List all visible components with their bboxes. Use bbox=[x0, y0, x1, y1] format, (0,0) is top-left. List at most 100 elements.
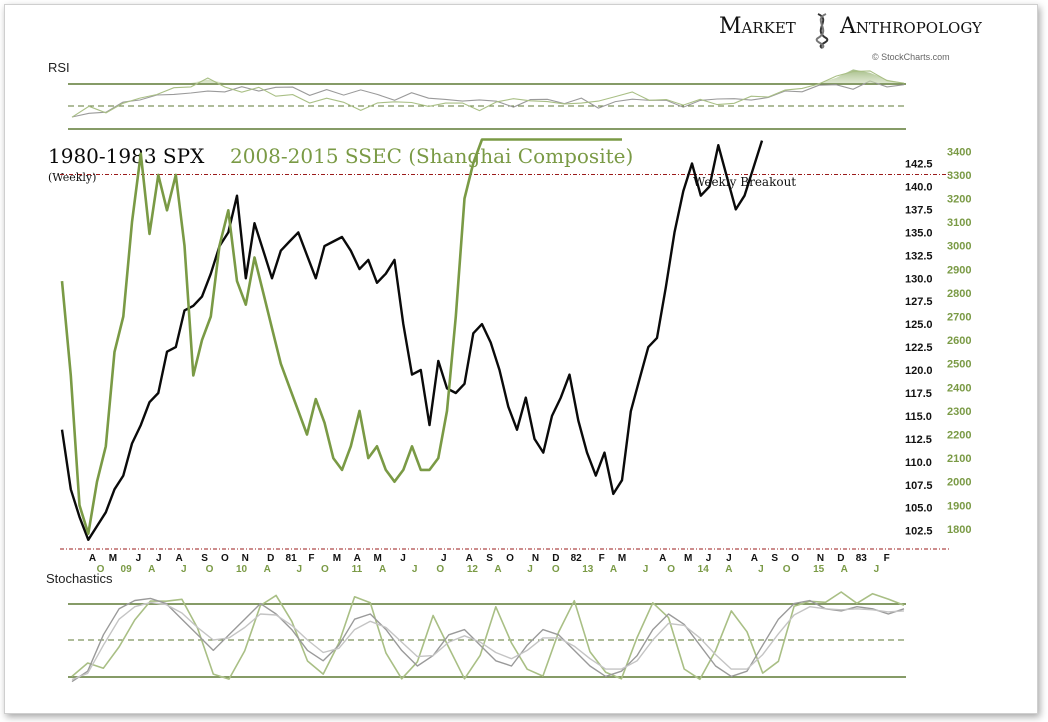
x-tick-label-spx: J bbox=[156, 553, 162, 564]
spx-tick-label: 120.0 bbox=[905, 365, 933, 377]
stochastics-label: Stochastics bbox=[46, 571, 113, 586]
x-tick-label-ssec: A bbox=[610, 564, 617, 575]
x-tick-label-spx: J bbox=[400, 553, 406, 564]
rsi-overbought-fill bbox=[72, 69, 904, 83]
ssec-tick-label: 3200 bbox=[947, 194, 971, 206]
x-tick-label-ssec: 12 bbox=[467, 564, 479, 575]
x-tick-label-spx: M bbox=[684, 553, 692, 564]
x-tick-label-ssec: 11 bbox=[352, 564, 363, 575]
x-tick-label-spx: F bbox=[308, 553, 314, 564]
x-tick-label-ssec: J bbox=[181, 564, 187, 575]
x-tick-label-ssec: O bbox=[321, 564, 329, 575]
spx-tick-label: 112.5 bbox=[905, 434, 932, 446]
spx-tick-label: 110.0 bbox=[905, 457, 932, 469]
x-tick-label-spx: 83 bbox=[856, 553, 868, 564]
stockcharts-credit: © StockCharts.com bbox=[872, 52, 950, 62]
x-tick-label-spx: O bbox=[506, 553, 514, 564]
spx-tick-label: 140.0 bbox=[905, 181, 933, 193]
x-tick-label-ssec: A bbox=[264, 564, 271, 575]
spx-tick-label: 105.0 bbox=[905, 503, 933, 515]
brand-logo: Market Anthropology © StockCharts.com bbox=[719, 13, 983, 62]
x-tick-label-ssec: 10 bbox=[236, 564, 248, 575]
brand-word-market: Market bbox=[719, 14, 796, 39]
ssec-tick-label: 1900 bbox=[947, 500, 971, 512]
x-tick-label-ssec: O bbox=[206, 564, 214, 575]
ssec-series-line bbox=[60, 138, 622, 536]
rsi-spx-line bbox=[71, 80, 905, 118]
x-tick-label-spx: J bbox=[441, 553, 447, 564]
chart-titles: 1980-1983 SPX 2008-2015 SSEC (Shanghai C… bbox=[48, 144, 633, 184]
ssec-tick-label: 2200 bbox=[947, 430, 971, 442]
x-tick-label-spx: A bbox=[466, 553, 473, 564]
x-tick-label-ssec: O bbox=[552, 564, 560, 575]
x-tick-label-spx: O bbox=[791, 553, 799, 564]
x-tick-label-ssec: A bbox=[379, 564, 386, 575]
stoch-spx-d-line bbox=[71, 601, 905, 681]
x-tick-label-spx: A bbox=[659, 553, 666, 564]
ssec-tick-label: 2800 bbox=[947, 288, 971, 300]
ssec-tick-label: 2000 bbox=[947, 477, 971, 489]
ssec-tick-label: 1800 bbox=[947, 524, 971, 536]
annotation-weekly-breakout: Weekly Breakout bbox=[693, 175, 796, 189]
x-axis-spx-months: A M J J A S O N D 81 F M A M J J A S O N D 82 F M A M J J A S O N D 83 F bbox=[89, 553, 890, 564]
x-tick-label-spx: A bbox=[354, 553, 361, 564]
spx-tick-label: 122.5 bbox=[905, 342, 933, 354]
ssec-tick-label: 3000 bbox=[947, 241, 971, 253]
x-tick-label-ssec: J bbox=[296, 564, 302, 575]
subtitle-weekly: (Weekly) bbox=[48, 171, 96, 184]
x-tick-label-spx: N bbox=[817, 553, 824, 564]
x-tick-label-spx: A bbox=[751, 553, 758, 564]
x-tick-label-spx: N bbox=[242, 553, 249, 564]
ssec-tick-label: 2500 bbox=[947, 359, 971, 371]
x-tick-label-spx: D bbox=[552, 553, 559, 564]
x-tick-label-spx: S bbox=[201, 553, 208, 564]
ssec-tick-label: 2600 bbox=[947, 335, 971, 347]
x-tick-label-spx: A bbox=[89, 553, 96, 564]
ssec-y-axis: 3400 3300 3200 3100 3000 2900 2800 2700 2600 2500… bbox=[947, 146, 971, 536]
spx-series-line bbox=[60, 140, 764, 541]
x-tick-label-ssec: A bbox=[148, 564, 155, 575]
title-ssec: 2008-2015 SSEC (Shanghai Composite) bbox=[230, 144, 633, 168]
ssec-tick-label: 2100 bbox=[947, 453, 971, 465]
x-tick-label-spx: O bbox=[221, 553, 229, 564]
x-tick-label-spx: D bbox=[837, 553, 844, 564]
ssec-tick-label: 2300 bbox=[947, 406, 971, 418]
x-tick-label-spx: M bbox=[373, 553, 381, 564]
x-tick-label-ssec: J bbox=[874, 564, 880, 575]
x-tick-label-spx: 81 bbox=[286, 553, 298, 564]
spx-tick-label: 137.5 bbox=[905, 204, 933, 216]
stoch-ssec-line bbox=[71, 591, 905, 681]
spx-tick-label: 107.5 bbox=[905, 480, 933, 492]
spx-tick-label: 132.5 bbox=[905, 250, 933, 262]
x-tick-label-spx: N bbox=[532, 553, 539, 564]
rsi-panel: RSI bbox=[48, 60, 906, 130]
x-tick-label-ssec: O bbox=[667, 564, 675, 575]
x-tick-label-ssec: A bbox=[725, 564, 732, 575]
ssec-tick-label: 3400 bbox=[947, 146, 971, 158]
main-price-panel: Weekly Breakout 142.5 140.0 137.5 135.0 132.… bbox=[60, 138, 971, 575]
ssec-tick-label: 2700 bbox=[947, 312, 971, 324]
spx-tick-label: 117.5 bbox=[905, 388, 932, 400]
spx-tick-label: 102.5 bbox=[905, 526, 933, 538]
x-tick-label-ssec: J bbox=[643, 564, 649, 575]
x-tick-label-spx: F bbox=[884, 553, 890, 564]
rsi-ssec-line bbox=[71, 70, 905, 118]
ssec-tick-label: 2400 bbox=[947, 382, 971, 394]
ssec-tick-label: 2900 bbox=[947, 264, 971, 276]
rsi-label: RSI bbox=[48, 60, 70, 75]
title-spx: 1980-1983 SPX bbox=[48, 144, 205, 168]
spx-y-axis: 142.5 140.0 137.5 135.0 132.5 130.0 127.5 125.0… bbox=[905, 159, 933, 538]
x-tick-label-spx: 82 bbox=[571, 553, 583, 564]
x-tick-label-spx: A bbox=[175, 553, 182, 564]
x-tick-label-spx: F bbox=[599, 553, 605, 564]
ssec-tick-label: 3100 bbox=[947, 217, 971, 229]
stoch-spx-k-line bbox=[71, 597, 905, 683]
x-tick-label-ssec: J bbox=[527, 564, 533, 575]
x-axis-ssec-months: O 09 A J O 10 A J O 11 A J O 12 A J O 13 A J O 14 A J O 15 A J bbox=[97, 564, 880, 575]
x-tick-label-ssec: J bbox=[412, 564, 418, 575]
spx-tick-label: 135.0 bbox=[905, 227, 933, 239]
spx-tick-label: 115.0 bbox=[905, 411, 932, 423]
x-tick-label-spx: D bbox=[267, 553, 274, 564]
